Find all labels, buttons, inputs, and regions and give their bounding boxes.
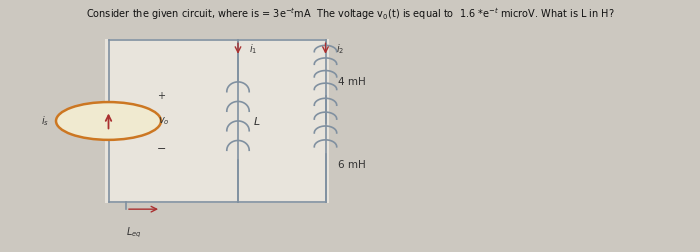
Text: 6 mH: 6 mH — [338, 160, 366, 170]
Circle shape — [56, 102, 161, 140]
Text: $i_2$: $i_2$ — [336, 42, 344, 56]
Text: $v_o$: $v_o$ — [158, 115, 169, 127]
Text: +: + — [158, 91, 165, 101]
Text: $i_1$: $i_1$ — [248, 42, 257, 56]
FancyBboxPatch shape — [105, 39, 329, 203]
Text: 4 mH: 4 mH — [338, 77, 366, 87]
Text: −: − — [157, 144, 166, 154]
Text: $L$: $L$ — [253, 115, 261, 127]
Text: $i_s$: $i_s$ — [41, 114, 49, 128]
Text: $L_{eq}$: $L_{eq}$ — [126, 226, 141, 240]
Text: Consider the given circuit, where is = 3e$^{-t}$mA  The voltage v$_0$(t) is equa: Consider the given circuit, where is = 3… — [85, 6, 615, 22]
